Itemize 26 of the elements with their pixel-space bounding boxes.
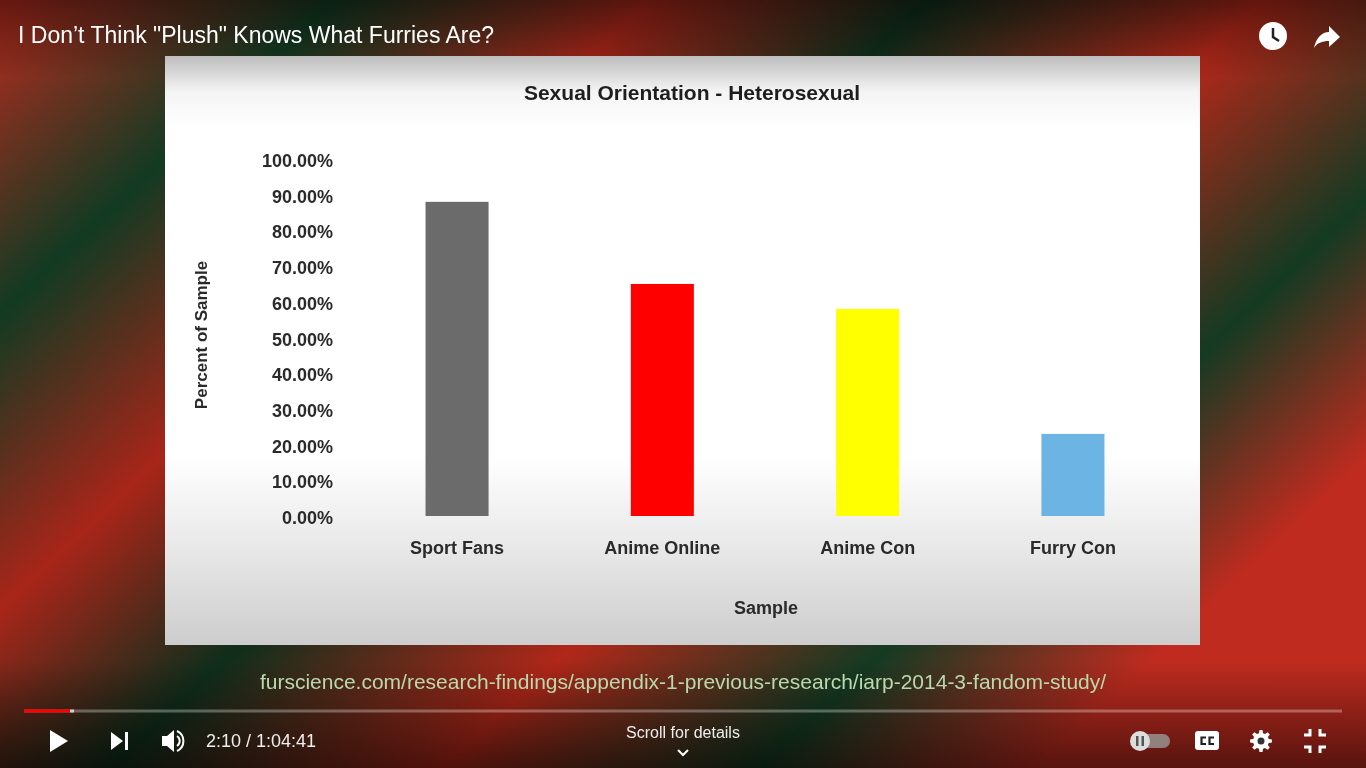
bar bbox=[836, 308, 900, 516]
y-tick-label: 10.00% bbox=[271, 472, 333, 493]
x-tick-label: Anime Online bbox=[604, 538, 721, 558]
text: Scroll for details bbox=[626, 723, 740, 741]
chart-title: Sexual Orientation - Heterosexual bbox=[523, 80, 861, 104]
y-tick-label: 90.00% bbox=[271, 186, 333, 207]
bar bbox=[425, 201, 489, 516]
y-tick-label: 60.00% bbox=[271, 293, 333, 314]
x-tick-label: Furry Con bbox=[1029, 538, 1116, 558]
text: I Don’t Think "Plush" Knows What Furries Are? bbox=[18, 22, 495, 48]
y-tick-label: 40.00% bbox=[271, 365, 333, 386]
y-tick-label: 0.00% bbox=[281, 508, 333, 528]
y-tick-label: 100.00% bbox=[261, 151, 333, 171]
text: 2:10 / 1:04:41 bbox=[206, 731, 317, 751]
x-tick-label: Anime Con bbox=[820, 538, 916, 558]
y-tick-label: 20.00% bbox=[271, 436, 333, 457]
y-axis-title: Percent of Sample bbox=[191, 260, 211, 410]
x-tick-label: Sport Fans bbox=[410, 538, 505, 558]
bar bbox=[630, 283, 694, 516]
y-tick-label: 80.00% bbox=[271, 222, 333, 243]
y-tick-label: 70.00% bbox=[271, 258, 333, 279]
bar bbox=[1041, 433, 1105, 516]
y-tick-label: 50.00% bbox=[271, 329, 333, 350]
x-axis-title: Sample bbox=[733, 598, 799, 618]
y-tick-label: 30.00% bbox=[271, 400, 333, 421]
text: furscience.com/research-findings/appendix-1-previous-research/iarp-2014-3-fandom-study/ bbox=[259, 669, 1107, 693]
